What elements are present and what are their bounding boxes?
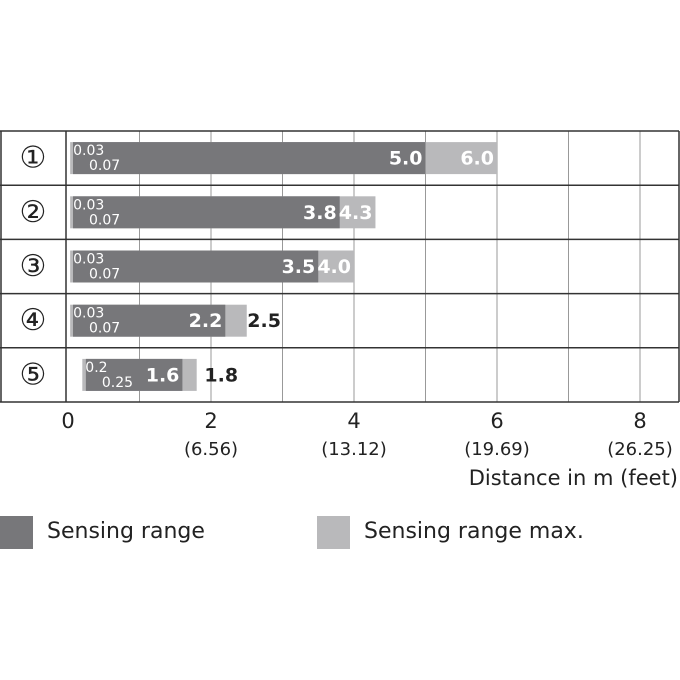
- start-label: 0.07: [89, 267, 120, 283]
- row-label: ⑤: [20, 357, 47, 392]
- value-label-max: 1.8: [204, 364, 238, 386]
- x-axis-label: Distance in m (feet): [469, 466, 678, 490]
- x-tick-label-feet: (26.25): [607, 439, 673, 460]
- legend-label: Sensing range max.: [364, 519, 584, 544]
- start-label-max: 0.03: [73, 197, 104, 213]
- value-label: 5.0: [389, 148, 423, 170]
- row-label: ③: [20, 249, 47, 284]
- bar: [73, 196, 340, 229]
- start-label: 0.25: [102, 375, 133, 391]
- start-label: 0.07: [89, 212, 120, 228]
- value-label: 3.8: [303, 202, 337, 224]
- legend-swatch: [317, 516, 350, 549]
- value-label-max: 4.0: [317, 256, 351, 278]
- start-label: 0.07: [89, 321, 120, 337]
- start-label-max: 0.03: [73, 143, 104, 159]
- value-label-max: 2.5: [247, 310, 281, 332]
- row-label: ②: [20, 195, 47, 230]
- x-tick-label: 4: [347, 409, 360, 433]
- legend-swatch: [0, 516, 33, 549]
- value-label: 1.6: [146, 364, 180, 386]
- value-label-max: 6.0: [460, 148, 494, 170]
- bar: [73, 304, 226, 337]
- x-tick-label-feet: (6.56): [184, 439, 238, 460]
- value-label-max: 4.3: [339, 202, 373, 224]
- start-label-max: 0.03: [73, 252, 104, 268]
- x-tick-label-feet: (13.12): [321, 439, 387, 460]
- row-label: ④: [20, 303, 47, 338]
- x-tick-label: 2: [204, 409, 217, 433]
- value-label: 2.2: [189, 310, 223, 332]
- bar: [73, 142, 426, 175]
- x-tick-label-feet: (19.69): [464, 439, 530, 460]
- x-tick-label: 8: [633, 409, 646, 433]
- value-label: 3.5: [282, 256, 316, 278]
- start-label: 0.07: [89, 158, 120, 174]
- bar: [73, 250, 319, 283]
- bar: [85, 358, 183, 391]
- row-label: ①: [20, 141, 47, 176]
- legend-label: Sensing range: [47, 519, 205, 544]
- x-tick-label: 0: [61, 409, 74, 433]
- start-label-max: 0.2: [85, 360, 107, 376]
- x-tick-label: 6: [490, 409, 503, 433]
- start-label-max: 0.03: [73, 306, 104, 322]
